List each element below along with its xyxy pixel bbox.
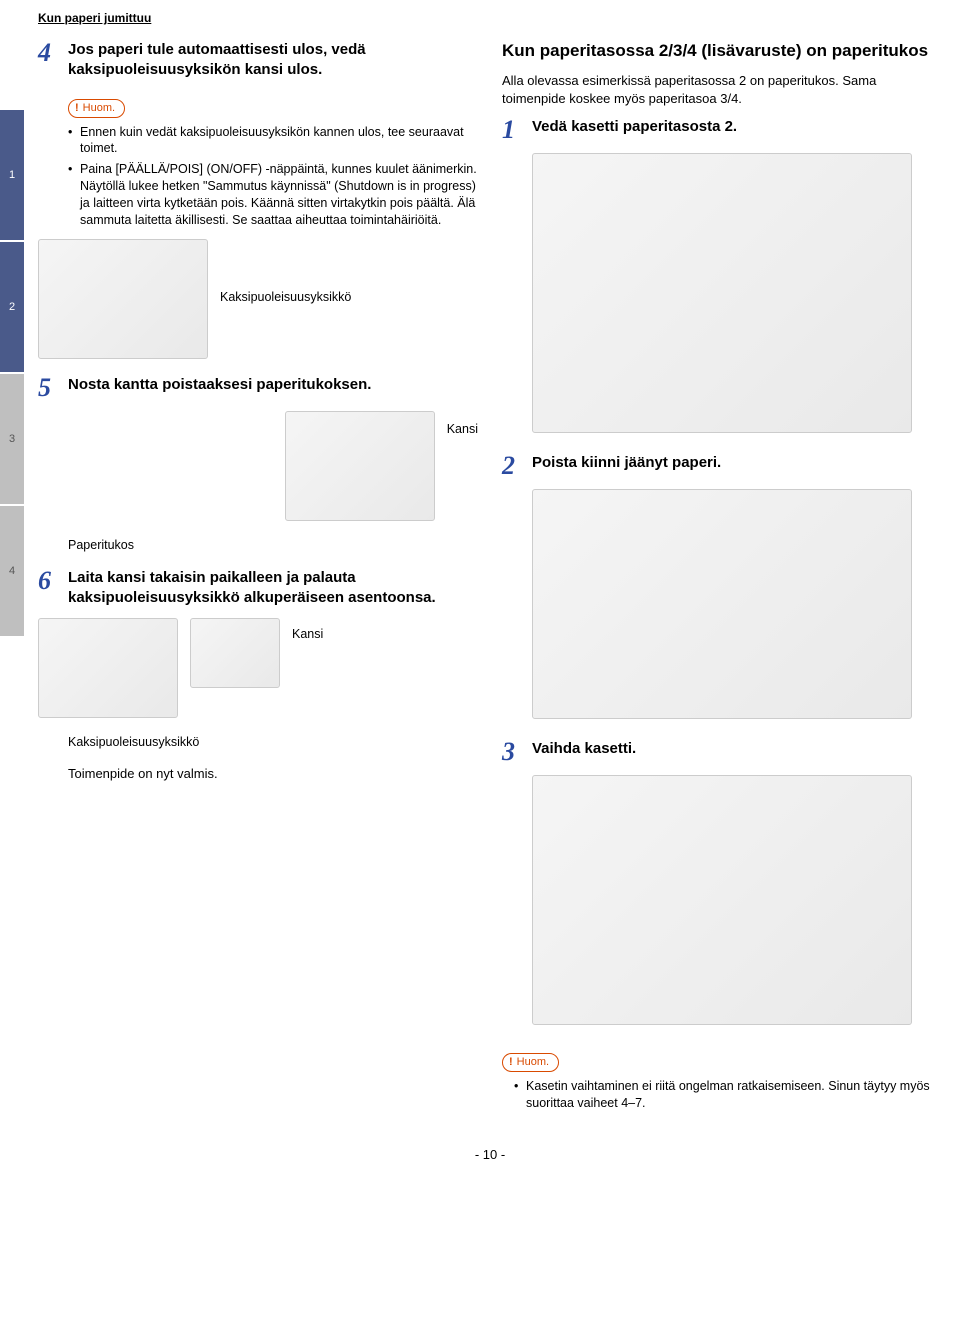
step-heading: Laita kansi takaisin paikalleen ja palau… (68, 568, 478, 609)
breadcrumb: Kun paperi jumittuu (38, 10, 942, 26)
side-tab-4: 4 (0, 506, 24, 636)
side-tab-1: 1 (0, 110, 24, 240)
bullet-item: Ennen kuin vedät kaksipuoleisuusyksikön … (68, 124, 478, 158)
step-number: 4 (38, 40, 58, 81)
completion-text: Toimenpide on nyt valmis. (38, 765, 478, 783)
label-duplex-unit: Kaksipuoleisuusyksikkö (38, 734, 478, 751)
step-heading: Jos paperi tule automaattisesti ulos, ve… (68, 40, 478, 81)
step-heading: Vaihda kasetti. (532, 739, 942, 765)
step-number: 1 (502, 117, 522, 143)
step-6: 6 Laita kansi takaisin paikalleen ja pal… (38, 568, 478, 609)
step-number: 5 (38, 375, 58, 401)
step-heading: Nosta kantta poistaaksesi paperitukoksen… (68, 375, 478, 401)
figure-caption: Kaksipuoleisuusyksikkö (220, 239, 351, 306)
label-paperitukos: Paperitukos (38, 537, 478, 554)
note-bullets-right: Kasetin vaihtaminen ei riitä ongelman ra… (502, 1078, 942, 1112)
side-tab-2: 2 (0, 242, 24, 372)
step-heading: Vedä kasetti paperitasosta 2. (532, 117, 942, 143)
step-4: 4 Jos paperi tule automaattisesti ulos, … (38, 40, 478, 81)
figure-row: Kansi (38, 618, 478, 718)
printer-replace-cassette-illustration (532, 775, 912, 1025)
left-column: 4 Jos paperi tule automaattisesti ulos, … (38, 40, 478, 1122)
side-tab-3: 3 (0, 374, 24, 504)
note-pill: Huom. (502, 1053, 559, 1072)
printer-remove-paper-illustration (532, 489, 912, 719)
bullet-item: Kasetin vaihtaminen ei riitä ongelman ra… (514, 1078, 942, 1112)
step-1-right: 1 Vedä kasetti paperitasosta 2. (502, 117, 942, 143)
note-bullets: Ennen kuin vedät kaksipuoleisuusyksikön … (38, 124, 478, 229)
step-number: 3 (502, 739, 522, 765)
section-title: Kun paperitasossa 2/3/4 (lisävaruste) on… (502, 40, 942, 62)
page-number: - 10 - (38, 1146, 942, 1164)
step-5: 5 Nosta kantta poistaaksesi paperitukoks… (38, 375, 478, 401)
step-number: 6 (38, 568, 58, 609)
label-kansi: Kansi (447, 411, 478, 438)
printer-illustration (38, 239, 208, 359)
section-intro: Alla olevassa esimerkissä paperitasossa … (502, 72, 942, 107)
figure-row: Kaksipuoleisuusyksikkö (38, 239, 478, 359)
right-column: Kun paperitasossa 2/3/4 (lisävaruste) on… (502, 40, 942, 1122)
side-tabs: 1 2 3 4 (0, 0, 28, 1194)
cover-illustration (190, 618, 280, 688)
step-2-right: 2 Poista kiinni jäänyt paperi. (502, 453, 942, 479)
printer-illustration (38, 618, 178, 718)
page-content: Kun paperi jumittuu 4 Jos paperi tule au… (28, 0, 960, 1194)
cover-illustration (285, 411, 435, 521)
printer-cassette-illustration (532, 153, 912, 433)
bullet-item: Paina [PÄÄLLÄ/POIS] (ON/OFF) -näppäintä,… (68, 161, 478, 229)
step-number: 2 (502, 453, 522, 479)
label-kansi-2: Kansi (292, 618, 323, 643)
note-pill: Huom. (68, 99, 125, 118)
step-heading: Poista kiinni jäänyt paperi. (532, 453, 942, 479)
step-3-right: 3 Vaihda kasetti. (502, 739, 942, 765)
figure-row: Kansi (38, 411, 478, 521)
